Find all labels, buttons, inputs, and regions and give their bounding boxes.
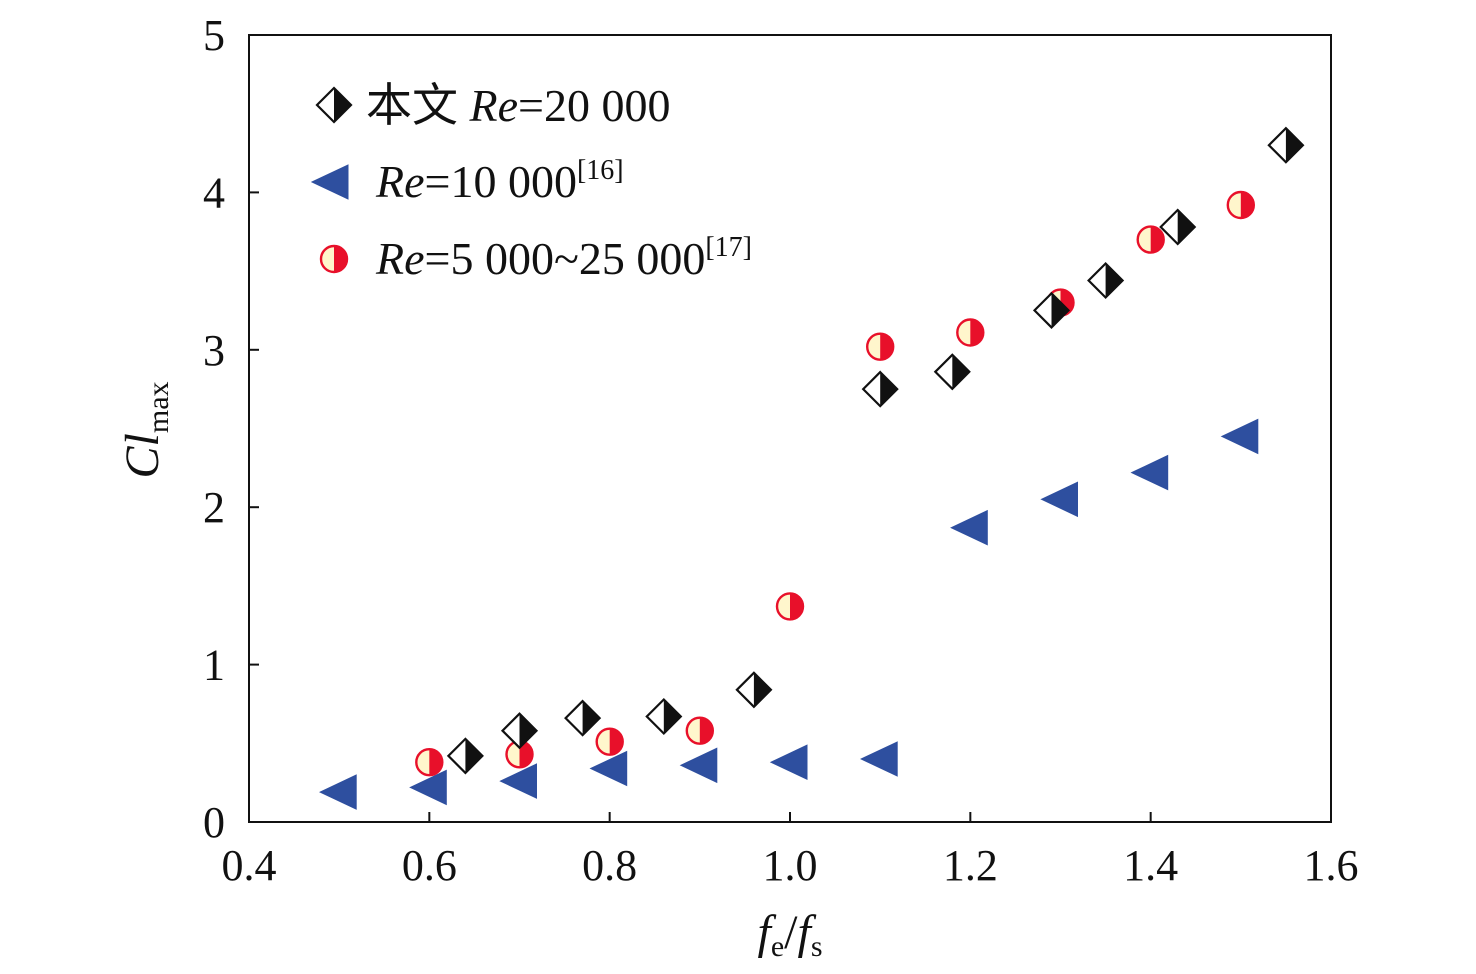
axis-ticks (248, 34, 1332, 823)
data-point-half-filled-diamond (933, 353, 971, 391)
data-point-half-filled-circle (956, 318, 985, 347)
data-point-half-filled-diamond (1267, 126, 1305, 164)
data-point-left-triangle (679, 747, 718, 784)
x-tick-label: 1.6 (1304, 841, 1359, 890)
data-point-left-triangle (409, 769, 447, 806)
data-points (319, 126, 1305, 810)
data-point-half-filled-circle (415, 748, 444, 777)
y-tick-label: 3 (203, 326, 225, 375)
data-point-half-filled-diamond (1159, 208, 1197, 246)
data-point-half-filled-diamond (564, 699, 602, 737)
legend-entry-series-2: Re=5 000~25 000[17] (319, 232, 752, 284)
y-tick-label: 1 (203, 641, 225, 690)
x-tick-label: 1.4 (1123, 841, 1178, 890)
legend-marker-half-diamond (315, 86, 353, 124)
data-point-left-triangle (860, 741, 898, 777)
data-point-half-filled-circle (595, 727, 624, 756)
y-axis-title: Clmax (116, 381, 175, 478)
x-tick-label: 0.4 (222, 841, 277, 890)
plot-frame (248, 34, 1332, 823)
y-tick-label: 2 (203, 483, 225, 532)
data-point-left-triangle (589, 750, 628, 787)
y-tick-label: 5 (203, 11, 225, 60)
data-point-left-triangle (499, 763, 537, 799)
x-tick-label: 1.2 (943, 841, 998, 890)
data-point-half-filled-diamond (645, 697, 683, 736)
legend-label-series-2: Re=5 000~25 000[17] (375, 232, 752, 284)
data-point-half-filled-circle (1136, 225, 1165, 254)
x-tick-label: 0.6 (402, 841, 457, 890)
data-point-half-filled-diamond (735, 671, 773, 709)
data-point-half-filled-circle (505, 740, 534, 769)
data-point-left-triangle (769, 744, 808, 780)
data-point-half-filled-circle (1226, 190, 1256, 220)
data-point-half-filled-diamond (1032, 291, 1071, 329)
y-tick-label: 0 (203, 798, 225, 847)
data-point-half-filled-diamond (1087, 261, 1125, 300)
x-tick-label: 1.0 (763, 841, 818, 890)
data-point-half-filled-diamond (500, 712, 539, 750)
legend-marker-left-triangle (310, 164, 349, 200)
data-point-left-triangle (319, 774, 357, 810)
legend: 本文 Re=20 000 Re=10 000[16] Re=5 000~25 0… (310, 80, 752, 284)
data-point-half-filled-diamond (446, 737, 484, 775)
legend-label-series-0: 本文 Re=20 000 (366, 80, 670, 131)
data-point-half-filled-circle (775, 592, 805, 621)
x-tick-label: 0.8 (582, 841, 637, 890)
data-point-half-filled-diamond (861, 370, 899, 408)
x-axis-title: fe/fs (757, 906, 822, 963)
legend-marker-half-circle (319, 244, 349, 274)
legend-entry-series-0: 本文 Re=20 000 (315, 80, 670, 131)
y-tick-label: 4 (203, 168, 225, 217)
data-point-half-filled-circle (866, 332, 895, 361)
data-point-left-triangle (1220, 418, 1259, 455)
data-point-left-triangle (1130, 454, 1169, 491)
data-point-left-triangle (950, 509, 988, 546)
data-point-left-triangle (1040, 481, 1078, 518)
legend-label-series-1: Re=10 000[16] (375, 155, 624, 207)
axis-tick-labels: 0.4 0.6 0.8 1.0 1.2 1.4 1.6 0 1 2 3 4 5 (203, 11, 1359, 890)
legend-entry-series-1: Re=10 000[16] (310, 155, 624, 207)
data-point-half-filled-circle (685, 716, 714, 745)
